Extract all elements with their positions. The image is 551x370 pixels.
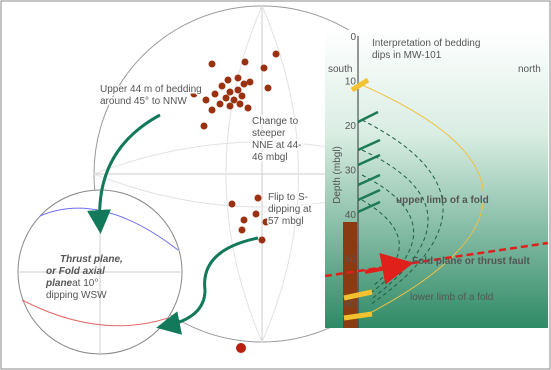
tick-label: 0	[350, 32, 356, 43]
tick-label: 20	[345, 121, 357, 132]
annotation: around 45° to NNW	[100, 96, 187, 107]
fold-label: lower limb of a fold	[410, 292, 493, 303]
fold-label: Fold plane or thrust fault	[412, 256, 530, 267]
depth-log	[325, 30, 548, 328]
tick-label: 10	[345, 77, 357, 88]
pole-point	[241, 217, 248, 224]
annotation: Change to	[252, 116, 299, 127]
log-title: Interpretation of bedding	[372, 38, 480, 49]
pole-point	[255, 195, 262, 202]
pole-point	[201, 123, 208, 130]
pole-point	[247, 79, 254, 86]
annotation: NNE at 44-	[252, 140, 301, 151]
pole-point	[219, 83, 226, 90]
pole-point	[217, 101, 224, 108]
emphasis-text: or Fold axial	[46, 266, 105, 277]
fold-label: upper limb of a fold	[396, 195, 489, 206]
tick-label: 60	[345, 299, 357, 310]
annotation: 46 mbgl	[252, 152, 288, 163]
pole-point	[265, 85, 272, 92]
tick-label: 40	[345, 210, 357, 221]
annotation: Flip to S-	[268, 192, 308, 203]
pole-point	[235, 75, 242, 82]
pole-point	[261, 65, 268, 72]
emphasis-text: plane	[45, 278, 73, 289]
axis-label: Depth (mbgl)	[332, 146, 343, 204]
pole-point	[229, 201, 236, 208]
annotation: Upper 44 m of bedding	[100, 84, 202, 95]
pole-point	[242, 59, 249, 66]
side-label: south	[328, 64, 352, 75]
pole-point	[245, 105, 252, 112]
pole-point	[253, 211, 260, 218]
pole-point	[231, 97, 238, 104]
tick-label: 50	[345, 255, 357, 266]
pole-point	[241, 81, 248, 88]
side-label: north	[518, 64, 541, 75]
pole-point	[227, 89, 234, 96]
pole-point	[259, 237, 266, 244]
pole-point	[223, 95, 230, 102]
pole-point	[227, 103, 234, 110]
pole-point	[225, 77, 232, 84]
figure: Upper 44 m of beddingaround 45° to NNW Ch…	[0, 0, 551, 370]
pole-point	[239, 227, 246, 234]
annotation: 57 mbgl	[268, 216, 304, 227]
pole-point	[212, 91, 219, 98]
emphasis-text: Thrust plane,	[60, 254, 123, 265]
pole-point	[239, 93, 246, 100]
pole-point	[237, 101, 244, 108]
log-title: dips in MW-101	[372, 50, 442, 61]
pole-point	[209, 61, 216, 68]
pole-point	[203, 97, 210, 104]
label: at 10°	[72, 278, 98, 289]
pole-point	[235, 87, 242, 94]
pole-point	[273, 51, 280, 58]
label: dipping WSW	[46, 290, 107, 301]
tick-label: 30	[345, 166, 357, 177]
annotation: dipping at	[268, 204, 312, 215]
pole-point	[209, 107, 216, 114]
annotation: steeper	[252, 128, 286, 139]
